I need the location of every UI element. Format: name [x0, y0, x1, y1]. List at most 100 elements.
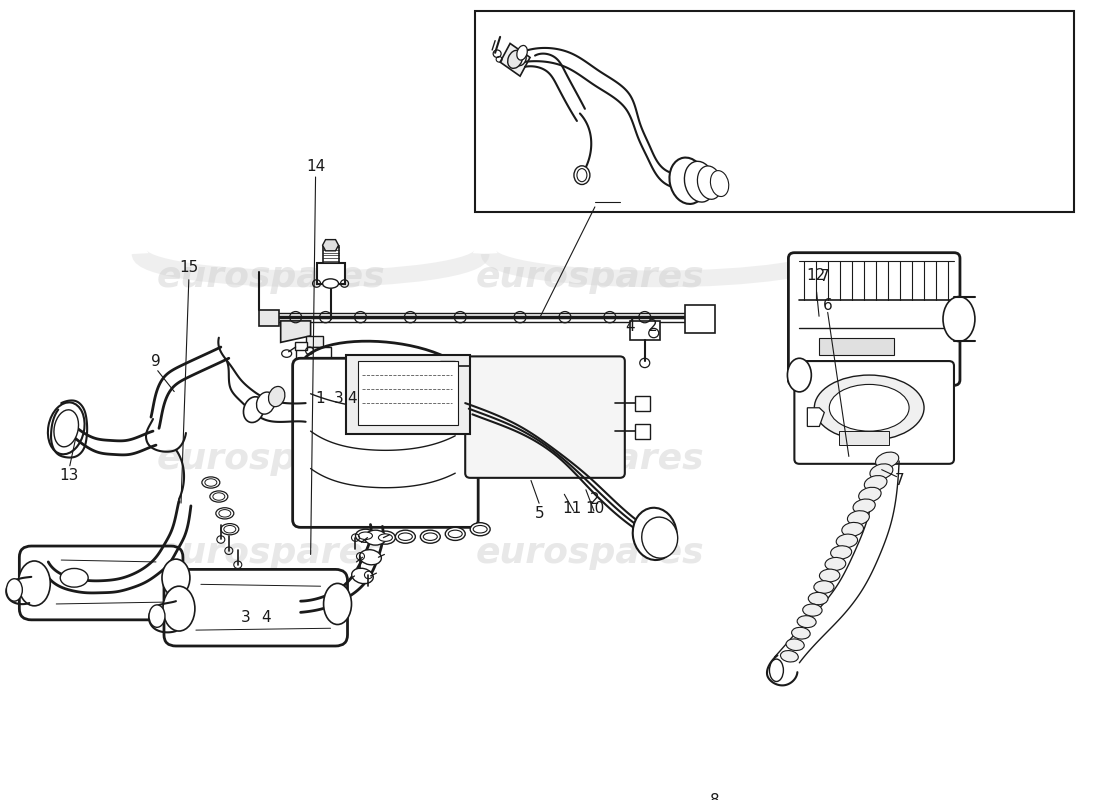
- Ellipse shape: [870, 464, 893, 479]
- Ellipse shape: [574, 166, 590, 185]
- Ellipse shape: [243, 397, 264, 422]
- Ellipse shape: [781, 650, 799, 662]
- Ellipse shape: [395, 530, 416, 543]
- Ellipse shape: [54, 410, 78, 447]
- Ellipse shape: [830, 546, 851, 559]
- Ellipse shape: [876, 452, 899, 468]
- Bar: [475, 10, 1074, 211]
- Ellipse shape: [943, 297, 975, 342]
- Ellipse shape: [213, 493, 224, 500]
- Text: 13: 13: [59, 469, 79, 483]
- Ellipse shape: [788, 358, 812, 392]
- Bar: [635, 396, 650, 410]
- Ellipse shape: [792, 627, 811, 639]
- Ellipse shape: [375, 531, 395, 544]
- Ellipse shape: [473, 526, 487, 533]
- Text: 4: 4: [625, 319, 635, 334]
- Polygon shape: [296, 347, 331, 361]
- Polygon shape: [322, 240, 339, 251]
- Text: 15: 15: [179, 260, 198, 275]
- Ellipse shape: [162, 559, 190, 597]
- Text: eurospares: eurospares: [475, 535, 704, 570]
- Ellipse shape: [378, 534, 393, 542]
- Bar: [317, 263, 344, 283]
- Ellipse shape: [364, 530, 386, 545]
- Text: 12: 12: [806, 268, 826, 282]
- Ellipse shape: [517, 46, 527, 60]
- FancyBboxPatch shape: [789, 253, 960, 386]
- Ellipse shape: [322, 279, 339, 288]
- Text: 3: 3: [333, 391, 343, 406]
- Text: eurospares: eurospares: [475, 442, 704, 476]
- Bar: [839, 431, 889, 445]
- Text: 8: 8: [710, 793, 719, 800]
- Ellipse shape: [420, 530, 440, 543]
- Ellipse shape: [398, 533, 412, 541]
- Ellipse shape: [60, 569, 88, 587]
- Text: 2: 2: [590, 492, 600, 507]
- Ellipse shape: [355, 530, 375, 542]
- Ellipse shape: [814, 581, 834, 594]
- Ellipse shape: [514, 51, 526, 66]
- Ellipse shape: [7, 578, 22, 601]
- Ellipse shape: [842, 522, 864, 536]
- Text: eurospares: eurospares: [156, 535, 385, 570]
- Text: 4: 4: [261, 610, 271, 626]
- Ellipse shape: [216, 508, 234, 519]
- Ellipse shape: [360, 550, 382, 565]
- Ellipse shape: [820, 569, 839, 582]
- Ellipse shape: [48, 402, 85, 454]
- Ellipse shape: [865, 475, 887, 490]
- Bar: [359, 361, 459, 425]
- Ellipse shape: [847, 510, 869, 525]
- Ellipse shape: [697, 166, 722, 199]
- Ellipse shape: [256, 392, 275, 414]
- Ellipse shape: [684, 162, 715, 202]
- Ellipse shape: [711, 170, 728, 197]
- Text: eurospares: eurospares: [156, 260, 385, 294]
- Ellipse shape: [223, 526, 235, 533]
- Ellipse shape: [202, 477, 220, 488]
- Ellipse shape: [829, 385, 909, 431]
- Text: 2: 2: [648, 319, 658, 334]
- Bar: [684, 305, 715, 333]
- Text: 7: 7: [820, 270, 829, 285]
- Text: 4: 4: [348, 391, 358, 406]
- Ellipse shape: [352, 568, 373, 584]
- Text: 5: 5: [536, 506, 544, 521]
- Ellipse shape: [163, 586, 195, 631]
- Bar: [295, 342, 307, 350]
- Polygon shape: [630, 321, 660, 339]
- FancyBboxPatch shape: [20, 546, 183, 620]
- Text: 9: 9: [151, 354, 161, 369]
- Ellipse shape: [446, 527, 465, 541]
- Ellipse shape: [803, 604, 822, 616]
- Ellipse shape: [424, 533, 438, 541]
- Ellipse shape: [323, 583, 352, 625]
- Polygon shape: [280, 321, 310, 342]
- Text: 10: 10: [585, 501, 605, 516]
- Ellipse shape: [221, 524, 239, 535]
- Text: eurospares: eurospares: [475, 260, 704, 294]
- Text: 11: 11: [562, 501, 582, 516]
- Text: 7: 7: [894, 473, 904, 488]
- Text: 1: 1: [316, 391, 326, 406]
- Bar: [345, 354, 470, 434]
- Ellipse shape: [798, 616, 816, 628]
- Ellipse shape: [836, 534, 858, 548]
- Ellipse shape: [359, 532, 373, 539]
- Ellipse shape: [576, 169, 587, 182]
- Bar: [322, 246, 339, 263]
- Polygon shape: [807, 408, 824, 426]
- Ellipse shape: [825, 558, 846, 570]
- Ellipse shape: [632, 508, 676, 560]
- Ellipse shape: [786, 639, 804, 650]
- Ellipse shape: [508, 50, 522, 68]
- Ellipse shape: [19, 561, 51, 606]
- Text: 3: 3: [241, 610, 251, 626]
- Ellipse shape: [268, 386, 285, 406]
- Ellipse shape: [205, 478, 217, 486]
- Ellipse shape: [852, 499, 876, 514]
- FancyBboxPatch shape: [794, 361, 954, 464]
- FancyBboxPatch shape: [293, 358, 478, 527]
